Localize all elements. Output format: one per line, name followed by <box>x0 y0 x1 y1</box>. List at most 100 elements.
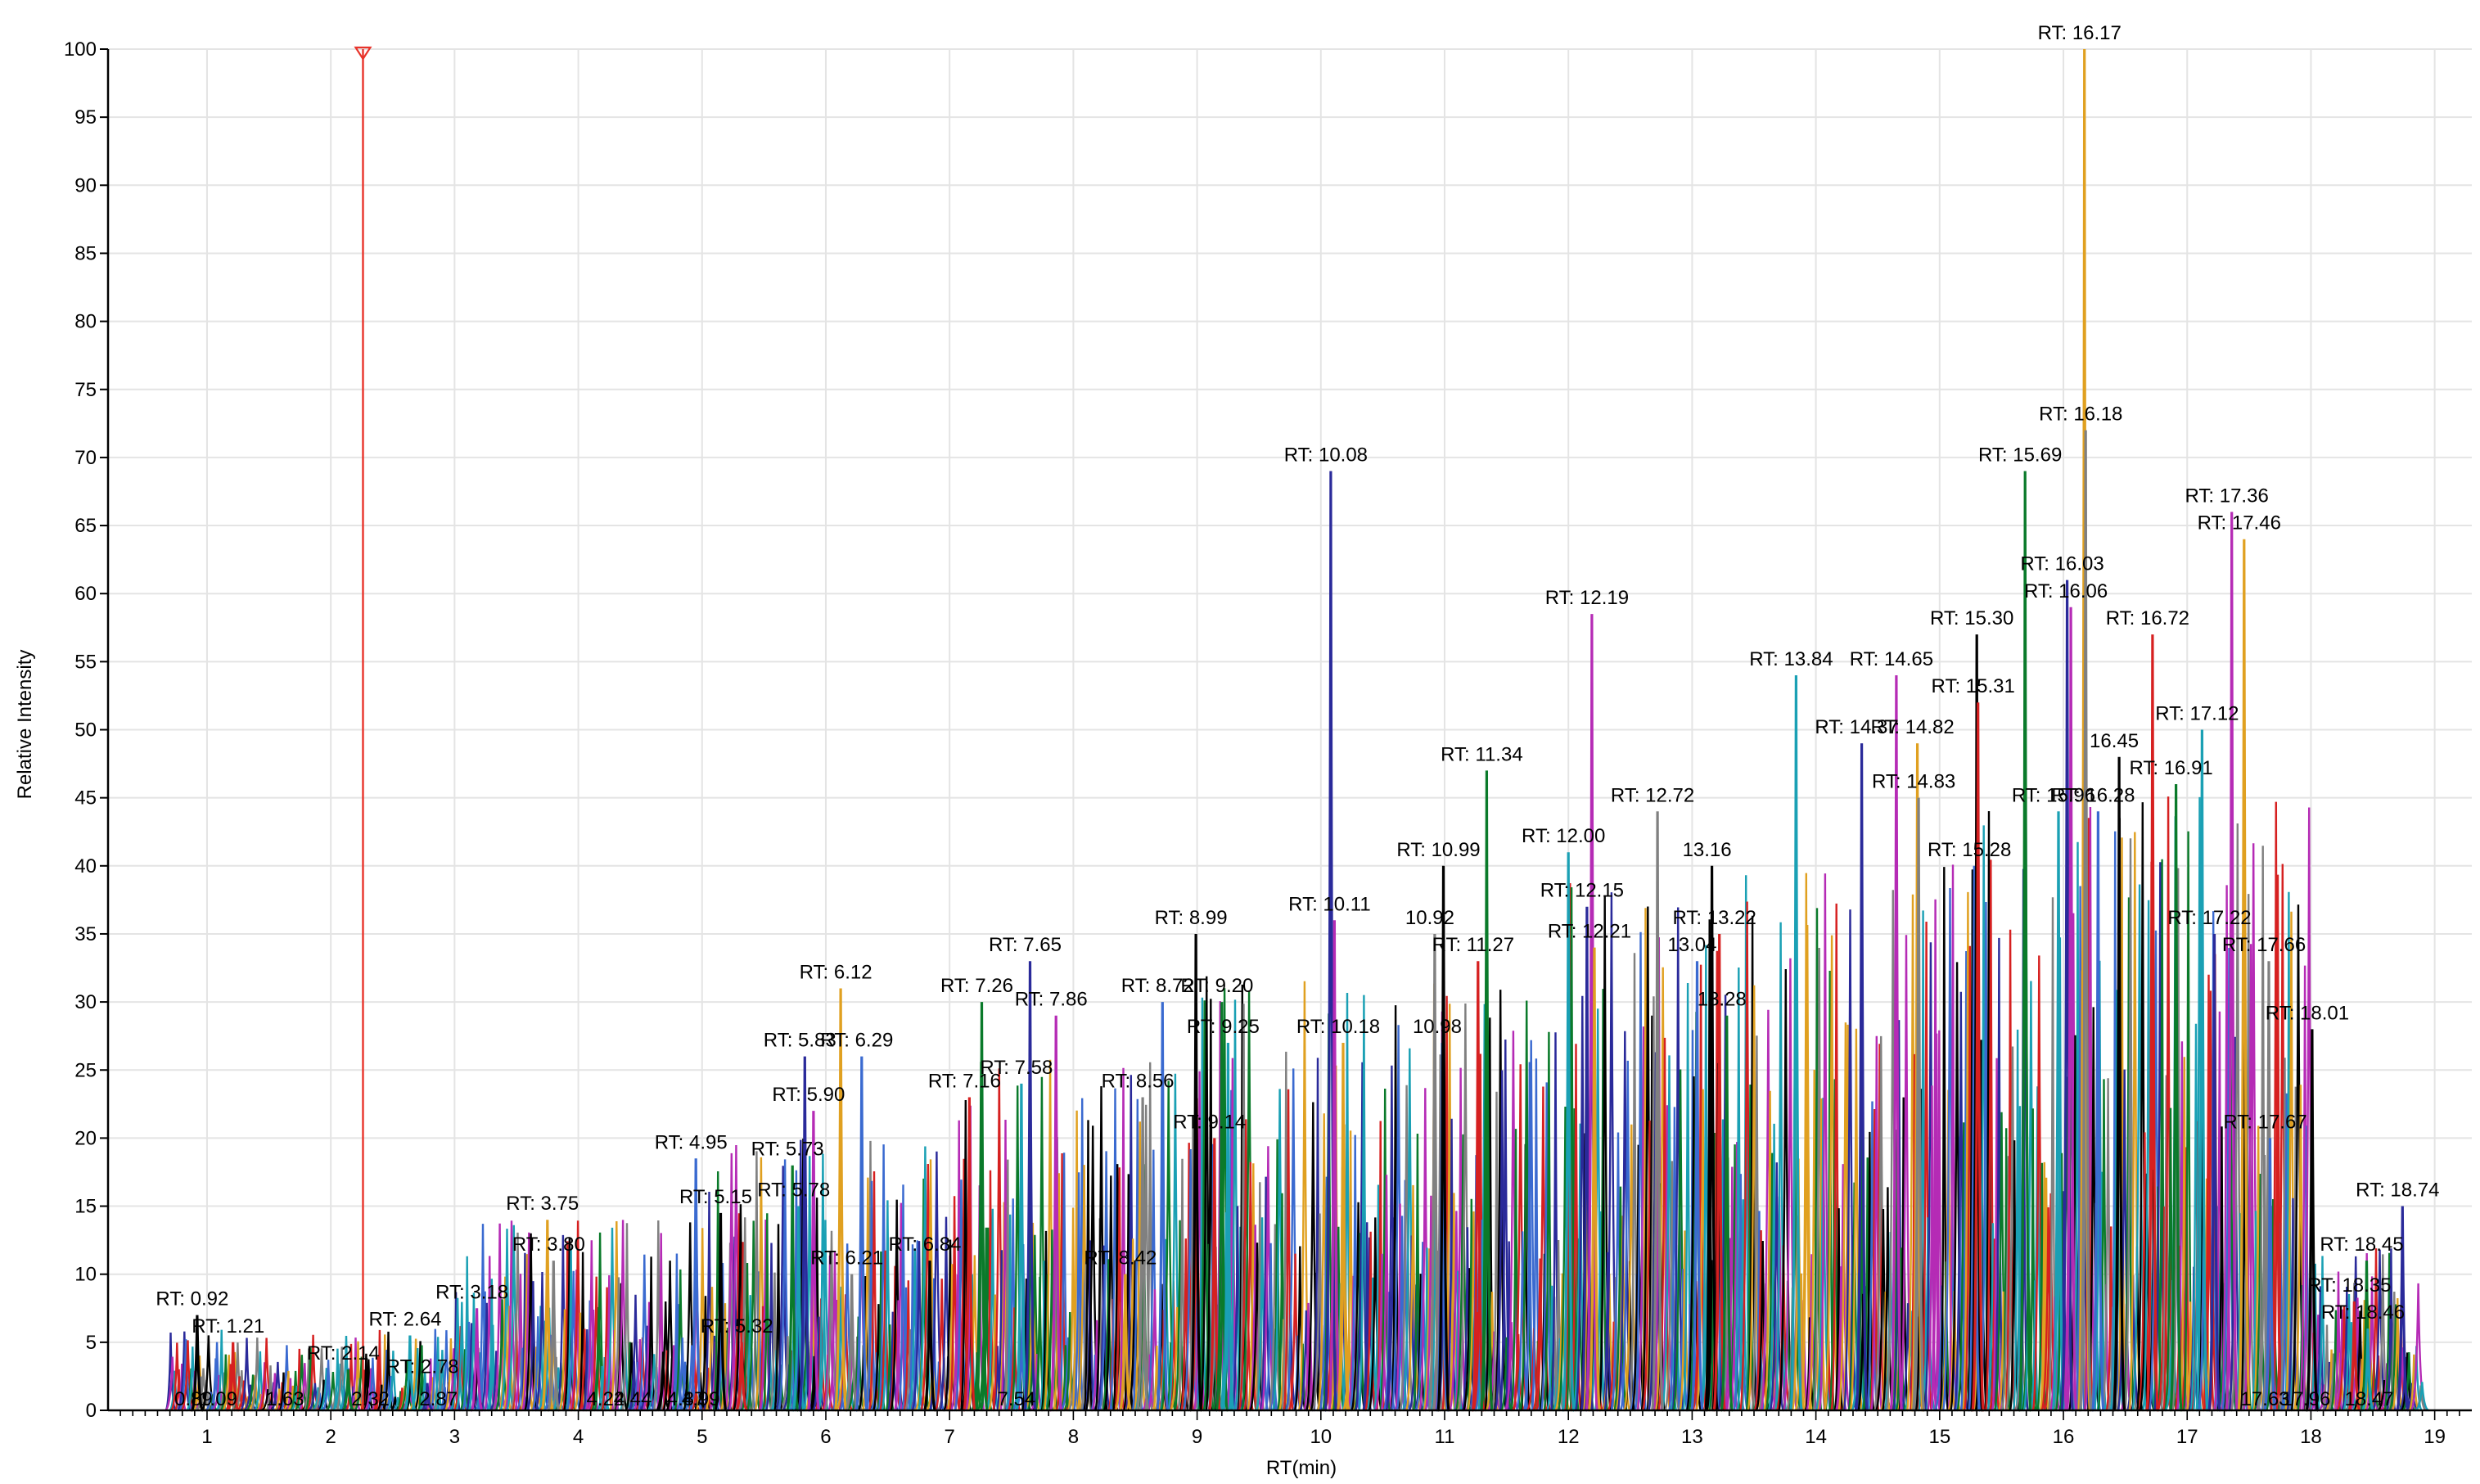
background-peak <box>1807 1069 1821 1412</box>
peak-label: 13.16 <box>1683 839 1732 861</box>
background-peak <box>1283 1089 1294 1412</box>
peak-label: RT: 12.21 <box>1548 921 1631 943</box>
background-peak <box>672 1304 684 1412</box>
peak-label: RT: 16.06 <box>2024 580 2108 602</box>
baseline-label: 4.22 <box>586 1388 625 1410</box>
background-peak <box>1368 1217 1383 1412</box>
peak-label: RT: 16.28 <box>2051 784 2135 806</box>
y-tick-label: 60 <box>74 583 97 605</box>
baseline-label: 4.99 <box>682 1388 720 1410</box>
annotated-peak <box>1911 797 1926 1412</box>
background-peak <box>1247 1163 1260 1412</box>
background-peak <box>1745 1084 1756 1412</box>
background-peak <box>426 1358 436 1412</box>
background-peak <box>289 1370 302 1412</box>
annotated-peak <box>341 1369 354 1412</box>
annotated-peak <box>1480 770 1494 1412</box>
annotated-peak <box>1690 961 1704 1412</box>
background-peak <box>2408 1354 2420 1412</box>
peak-label: RT: 6.12 <box>800 961 873 983</box>
peak-label: RT: 17.66 <box>2222 934 2306 956</box>
background-peak <box>242 1384 258 1412</box>
background-peak <box>633 1339 647 1412</box>
peak-label: RT: 9.20 <box>1180 975 1253 997</box>
baseline-label: 2.87 <box>419 1388 458 1410</box>
background-peak <box>1804 1317 1816 1412</box>
background-peak <box>1141 1354 1157 1412</box>
peak-label: RT: 12.72 <box>1611 784 1694 806</box>
annotated-peak <box>403 1335 417 1412</box>
peak-label: RT: 2.78 <box>386 1356 459 1378</box>
annotated-peak <box>1587 947 1602 1412</box>
background-peak <box>2318 1384 2331 1412</box>
background-peak <box>521 1232 538 1412</box>
background-peak <box>543 1334 559 1412</box>
background-peak <box>1881 1187 1895 1412</box>
background-peak <box>2415 1382 2430 1412</box>
y-tick-label: 55 <box>74 651 97 673</box>
x-tick-label: 8 <box>1068 1426 1079 1448</box>
peak-label: RT: 15.69 <box>1978 444 2062 467</box>
background-peak <box>1298 1310 1314 1412</box>
background-peak <box>1895 1247 1907 1412</box>
peak-label: RT: 17.12 <box>2155 703 2239 725</box>
background-peak <box>1531 1258 1549 1412</box>
background-peak <box>2117 837 2127 1412</box>
x-tick-label: 4 <box>573 1426 584 1448</box>
peak-label: RT: 15.30 <box>1930 607 2013 629</box>
background-peak <box>1956 1122 1972 1412</box>
background-peak <box>1053 1173 1066 1412</box>
peak-label: RT: 3.80 <box>512 1234 585 1256</box>
annotated-peak <box>963 1097 976 1412</box>
annotated-peak <box>1585 614 1599 1412</box>
annotated-peak <box>845 1274 859 1412</box>
y-tick-label: 40 <box>74 855 97 877</box>
baseline-label: 17.63 <box>2240 1388 2289 1410</box>
background-peak <box>2329 1310 2342 1412</box>
annotated-peak <box>922 1261 937 1412</box>
annotated-peak <box>2347 1301 2361 1412</box>
annotated-peak <box>1221 1042 1235 1412</box>
baseline-label: 7.54 <box>997 1388 1035 1410</box>
annotated-peak <box>1436 865 1450 1412</box>
peak-label: RT: 10.11 <box>1288 893 1371 915</box>
peak-label: RT: 2.64 <box>368 1309 441 1331</box>
x-tick-label: 11 <box>1435 1426 1455 1448</box>
y-axis-title: Relative Intensity <box>14 650 36 800</box>
background-peak <box>382 1331 395 1412</box>
background-peak <box>1083 1120 1093 1412</box>
peak-label: RT: 12.00 <box>1522 825 1605 847</box>
x-tick-label: 18 <box>2300 1426 2322 1448</box>
baseline-label: 17.96 <box>2281 1388 2330 1410</box>
background-peak <box>656 1351 671 1412</box>
x-tick-label: 13 <box>1681 1426 1703 1448</box>
background-peak <box>762 1213 773 1412</box>
annotated-peak <box>854 1056 869 1412</box>
annotated-peak <box>734 1342 749 1412</box>
peak-label: RT: 18.35 <box>2307 1274 2391 1297</box>
peak-label: RT: 15.28 <box>1928 839 2011 861</box>
background-peak <box>737 1217 752 1412</box>
annotated-peak <box>2305 1029 2320 1412</box>
background-peak <box>600 1287 614 1412</box>
background-peak <box>169 1370 181 1412</box>
background-peak <box>2179 1057 2190 1412</box>
peak-label: RT: 14.82 <box>1870 716 1954 738</box>
x-tick-label: 16 <box>2053 1426 2075 1448</box>
peak-label: RT: 14.37 <box>1815 716 1898 738</box>
background-peak <box>318 1379 330 1412</box>
y-tick-label: 15 <box>74 1196 97 1218</box>
background-peak <box>1612 1186 1629 1412</box>
x-tick-label: 9 <box>1192 1426 1202 1448</box>
annotated-peak <box>1561 852 1576 1412</box>
annotated-peak <box>1023 961 1037 1412</box>
peak-label: RT: 5.73 <box>751 1139 824 1161</box>
peak-label: RT: 6.21 <box>810 1247 883 1270</box>
background-peak <box>1238 1004 1250 1412</box>
background-peak <box>534 1271 551 1412</box>
y-tick-label: 65 <box>74 515 97 537</box>
annotated-peak <box>833 988 848 1412</box>
y-tick-label: 5 <box>86 1332 97 1354</box>
y-tick-label: 0 <box>86 1400 97 1422</box>
peak-label: 13.28 <box>1698 989 1747 1011</box>
